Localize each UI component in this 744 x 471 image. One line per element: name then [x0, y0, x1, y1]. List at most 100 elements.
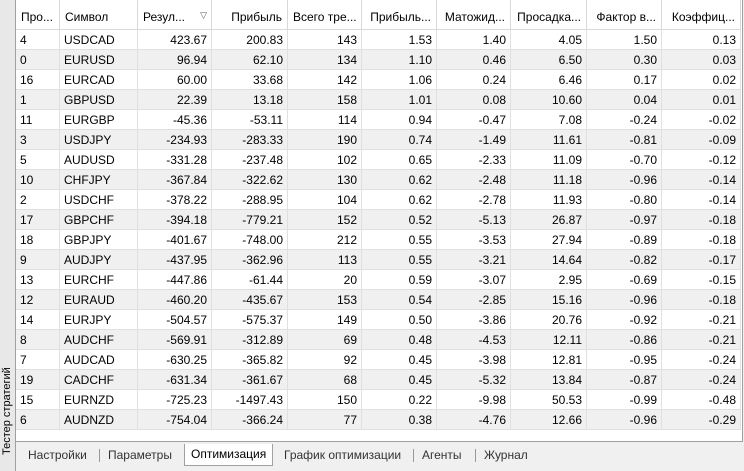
- column-header[interactable]: Фактор в...: [587, 0, 662, 30]
- table-cell: 1.40: [437, 30, 511, 50]
- table-cell: -0.92: [587, 310, 662, 330]
- table-cell: EURAUD: [60, 290, 138, 310]
- tab[interactable]: Настройки: [28, 448, 87, 462]
- table-cell: 8: [16, 330, 60, 350]
- table-cell: AUDNZD: [60, 410, 138, 430]
- table-cell: 7.08: [511, 110, 587, 130]
- table-cell: -2.48: [437, 170, 511, 190]
- table-cell: -366.24: [212, 410, 288, 430]
- table-cell: -0.17: [662, 250, 741, 270]
- column-header[interactable]: Коэффиц...: [662, 0, 741, 30]
- column-header[interactable]: Всего тре...: [288, 0, 362, 30]
- table-cell: 1.01: [362, 90, 437, 110]
- table-cell: -3.98: [437, 350, 511, 370]
- table-cell: 212: [288, 230, 362, 250]
- table-cell: 102: [288, 150, 362, 170]
- table-cell: 1.10: [362, 50, 437, 70]
- table-cell: 20: [288, 270, 362, 290]
- results-table: Про... Символ Резул... ▽ Прибыль Всего тре...…: [16, 0, 743, 442]
- table-cell: 11.09: [511, 150, 587, 170]
- table-cell: 0.59: [362, 270, 437, 290]
- table-cell: -725.23: [138, 390, 212, 410]
- table-cell: -0.21: [662, 330, 741, 350]
- table-cell: 11.18: [511, 170, 587, 190]
- tab[interactable]: Параметры: [108, 448, 172, 462]
- table-cell: -0.82: [587, 250, 662, 270]
- tab-bar: Настройки Параметры Оптимизация График опти…: [16, 442, 744, 471]
- table-cell: 11.93: [511, 190, 587, 210]
- table-cell: -3.07: [437, 270, 511, 290]
- table-cell: -0.29: [662, 410, 741, 430]
- table-cell: 0.02: [662, 70, 741, 90]
- table-cell: -9.98: [437, 390, 511, 410]
- column-header[interactable]: Прибыль: [212, 0, 288, 30]
- table-cell: -394.18: [138, 210, 212, 230]
- table-cell: 0.50: [362, 310, 437, 330]
- table-cell: 1.06: [362, 70, 437, 90]
- table-cell: -61.44: [212, 270, 288, 290]
- table-cell: -631.34: [138, 370, 212, 390]
- table-cell: -0.02: [662, 110, 741, 130]
- table-cell: -437.95: [138, 250, 212, 270]
- table-cell: -0.47: [437, 110, 511, 130]
- table-cell: -4.76: [437, 410, 511, 430]
- column-header[interactable]: Резул... ▽: [138, 0, 212, 30]
- table-cell: GBPJPY: [60, 230, 138, 250]
- table-cell: 50.53: [511, 390, 587, 410]
- table-cell: 68: [288, 370, 362, 390]
- table-cell: -569.91: [138, 330, 212, 350]
- table-cell: 153: [288, 290, 362, 310]
- table-cell: -5.32: [437, 370, 511, 390]
- table-cell: 18: [16, 230, 60, 250]
- table-cell: -312.89: [212, 330, 288, 350]
- table-cell: USDCAD: [60, 30, 138, 50]
- table-cell: 130: [288, 170, 362, 190]
- tab[interactable]: Оптимизация: [184, 444, 274, 466]
- table-cell: 6.46: [511, 70, 587, 90]
- table-cell: -0.87: [587, 370, 662, 390]
- table-cell: 0.45: [362, 350, 437, 370]
- table-cell: -3.86: [437, 310, 511, 330]
- table-cell: -0.69: [587, 270, 662, 290]
- table-cell: 152: [288, 210, 362, 230]
- table-cell: -0.24: [587, 110, 662, 130]
- table-cell: 13.18: [212, 90, 288, 110]
- table-cell: -1.49: [437, 130, 511, 150]
- table-cell: -3.21: [437, 250, 511, 270]
- table-cell: 12.66: [511, 410, 587, 430]
- table-cell: -0.48: [662, 390, 741, 410]
- table-cell: 0.24: [437, 70, 511, 90]
- table-cell: -0.18: [662, 290, 741, 310]
- table-cell: 104: [288, 190, 362, 210]
- table-cell: 0.62: [362, 170, 437, 190]
- table-cell: -2.33: [437, 150, 511, 170]
- column-header[interactable]: Матожид...: [437, 0, 511, 30]
- table-cell: -0.14: [662, 170, 741, 190]
- table-cell: -0.89: [587, 230, 662, 250]
- table-cell: -5.13: [437, 210, 511, 230]
- column-header[interactable]: Символ: [60, 0, 138, 30]
- tab[interactable]: Агенты: [422, 448, 462, 462]
- table-cell: 12.81: [511, 350, 587, 370]
- table-cell: EURUSD: [60, 50, 138, 70]
- column-header[interactable]: Про...: [16, 0, 60, 30]
- table-cell: 0: [16, 50, 60, 70]
- tab[interactable]: График оптимизации: [284, 448, 402, 462]
- table-cell: -748.00: [212, 230, 288, 250]
- column-header[interactable]: Прибыль...: [362, 0, 437, 30]
- tab-separator: [475, 449, 476, 462]
- table-cell: 17: [16, 210, 60, 230]
- table-cell: 0.08: [437, 90, 511, 110]
- table-cell: -0.12: [662, 150, 741, 170]
- table-cell: 60.00: [138, 70, 212, 90]
- column-header[interactable]: Просадка...: [511, 0, 587, 30]
- table-cell: 0.01: [662, 90, 741, 110]
- table-cell: 15: [16, 390, 60, 410]
- sort-icon: ▽: [200, 10, 207, 20]
- table-cell: USDJPY: [60, 130, 138, 150]
- table-cell: 5: [16, 150, 60, 170]
- tab[interactable]: Журнал: [484, 448, 528, 462]
- table-cell: -0.24: [662, 370, 741, 390]
- table-cell: 0.74: [362, 130, 437, 150]
- table-cell: -331.28: [138, 150, 212, 170]
